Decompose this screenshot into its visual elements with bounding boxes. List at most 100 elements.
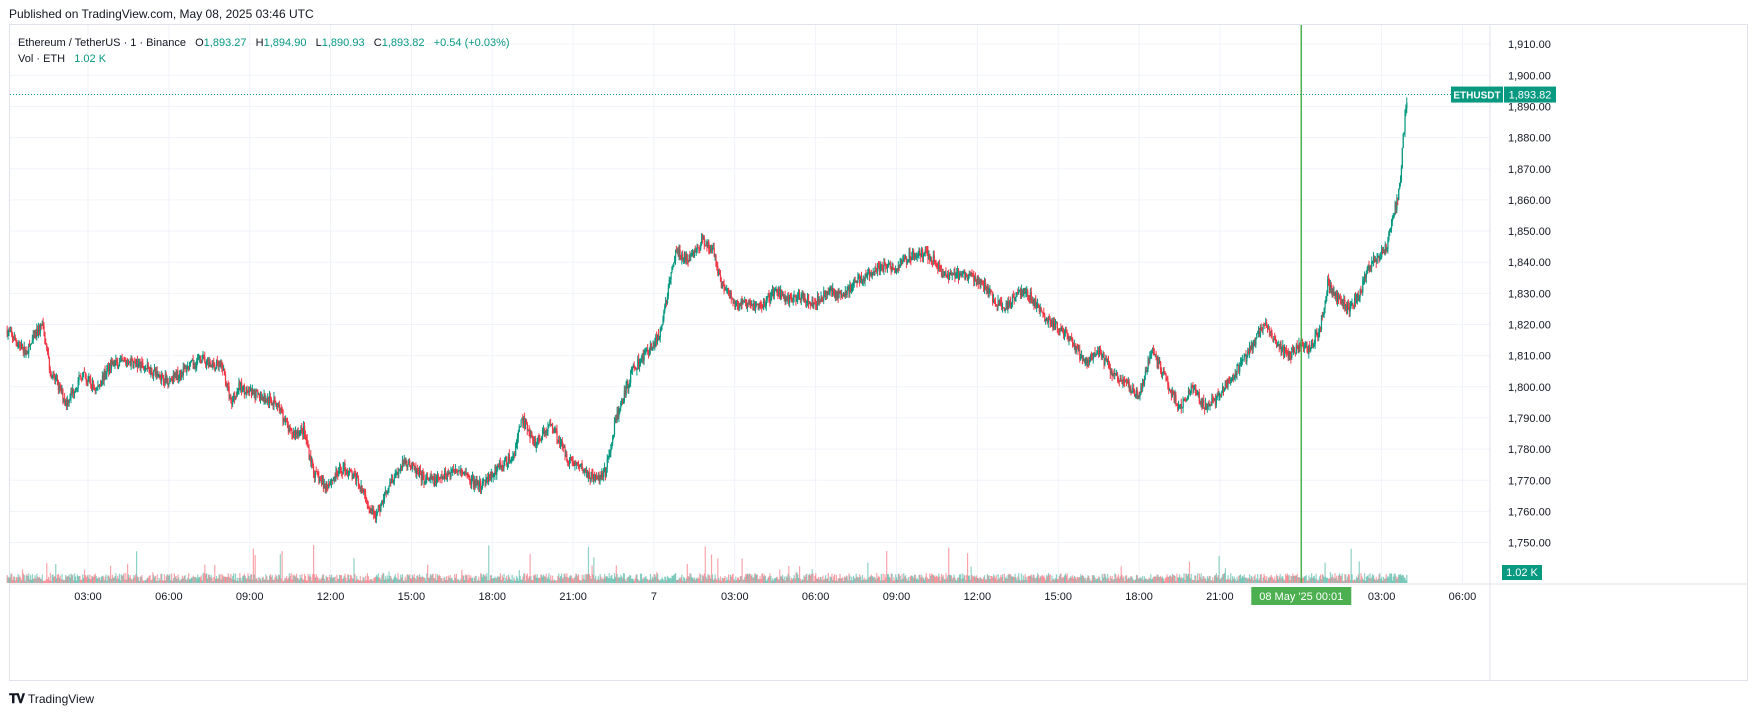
candle-body — [959, 274, 961, 276]
volume-bar — [1165, 577, 1167, 583]
candle-body — [1258, 331, 1261, 337]
candle-body — [974, 277, 976, 281]
volume-bar — [193, 576, 195, 583]
volume-bar — [1164, 578, 1166, 583]
candle-body — [728, 288, 730, 294]
candle-body — [1332, 288, 1334, 293]
candle-body — [1369, 265, 1371, 270]
candle-body — [1208, 403, 1210, 407]
volume-bar — [298, 579, 300, 583]
candle-body — [1351, 303, 1353, 305]
candle-body — [186, 369, 188, 372]
volume-bar — [701, 580, 703, 583]
volume-bar — [569, 575, 572, 583]
candle-body — [648, 352, 650, 354]
candle-body — [1246, 356, 1248, 362]
volume-bar — [932, 575, 935, 583]
candle-body — [985, 289, 988, 291]
volume-bar — [163, 574, 166, 583]
candle-body — [92, 382, 95, 388]
chart-frame[interactable] — [9, 24, 1748, 681]
volume-bar — [970, 566, 972, 583]
candle-body — [160, 378, 162, 381]
candle-body — [1249, 346, 1252, 349]
volume-bar — [777, 578, 779, 583]
candle-body — [917, 256, 919, 258]
volume-bar — [181, 575, 184, 583]
candle-body — [1268, 328, 1271, 333]
candle-body — [848, 288, 850, 294]
candle-body — [84, 372, 87, 379]
brand-name[interactable]: TradingView — [28, 692, 95, 706]
candle-body — [489, 474, 491, 477]
candle-body — [113, 361, 115, 367]
volume-bar — [911, 575, 913, 583]
volume-bar — [483, 575, 485, 583]
symbol-title[interactable]: Ethereum / TetherUS · 1 · Binance — [18, 37, 186, 49]
volume-bar — [159, 580, 161, 583]
candle-body — [628, 386, 630, 389]
candle-body — [834, 290, 836, 298]
volume-bar — [623, 573, 626, 583]
candle-body — [1224, 380, 1226, 390]
volume-bar — [140, 576, 142, 583]
volume-bar — [1253, 576, 1255, 583]
volume-bar — [515, 580, 517, 583]
tradingview-logo-icon[interactable]: 𝐓𝐕 — [9, 691, 25, 706]
volume-bar — [733, 579, 735, 583]
candle-body — [378, 508, 380, 510]
volume-bar — [670, 578, 672, 583]
candle-body — [187, 365, 189, 370]
volume-bar — [1032, 574, 1034, 583]
volume-bar — [1010, 576, 1013, 583]
volume-bar — [570, 575, 573, 583]
candle-body — [599, 476, 601, 482]
volume-bar — [1174, 576, 1176, 583]
candle-body — [608, 454, 610, 456]
candle-body — [722, 282, 724, 285]
volume-bar — [613, 573, 616, 583]
volume-bar — [696, 578, 698, 583]
candle-body — [971, 272, 973, 274]
candle-body — [140, 361, 142, 368]
volume-bar — [766, 579, 768, 583]
candle-body — [1176, 403, 1178, 406]
volume-bar — [1074, 577, 1076, 583]
volume-bar — [268, 579, 270, 583]
candle-body — [993, 298, 996, 302]
volume-bar — [1319, 576, 1321, 583]
candle-body — [1108, 360, 1110, 364]
candle-body — [47, 352, 50, 358]
candle-body — [1269, 331, 1271, 333]
volume-bar — [118, 578, 120, 583]
candle-body — [863, 278, 865, 282]
candle-body — [8, 330, 10, 332]
volume-bar — [406, 574, 408, 583]
volume-bar — [1278, 576, 1280, 583]
volume-label[interactable]: Vol · ETH — [18, 53, 66, 65]
candle-body — [1238, 364, 1240, 372]
volume-bar — [742, 579, 744, 583]
volume-bar — [216, 578, 219, 583]
candle-body — [330, 479, 333, 484]
candle-body — [920, 253, 922, 257]
volume-bar — [751, 574, 753, 583]
volume-bar — [1293, 575, 1296, 583]
volume-bar — [691, 577, 693, 583]
volume-bar — [745, 573, 747, 583]
candle-body — [912, 250, 914, 258]
volume-bar — [982, 579, 984, 583]
volume-bar — [1048, 574, 1050, 583]
candle-body — [38, 328, 41, 333]
time-tick-label: 09:00 — [236, 591, 264, 603]
volume-bar — [187, 577, 189, 583]
candle-body — [1298, 342, 1300, 352]
candle-body — [881, 264, 883, 269]
volume-bar — [750, 575, 752, 583]
volume-bar — [633, 580, 635, 583]
candle-body — [865, 274, 867, 277]
candle-body — [54, 376, 56, 380]
candle-body — [358, 484, 360, 488]
candle-body — [604, 467, 607, 476]
